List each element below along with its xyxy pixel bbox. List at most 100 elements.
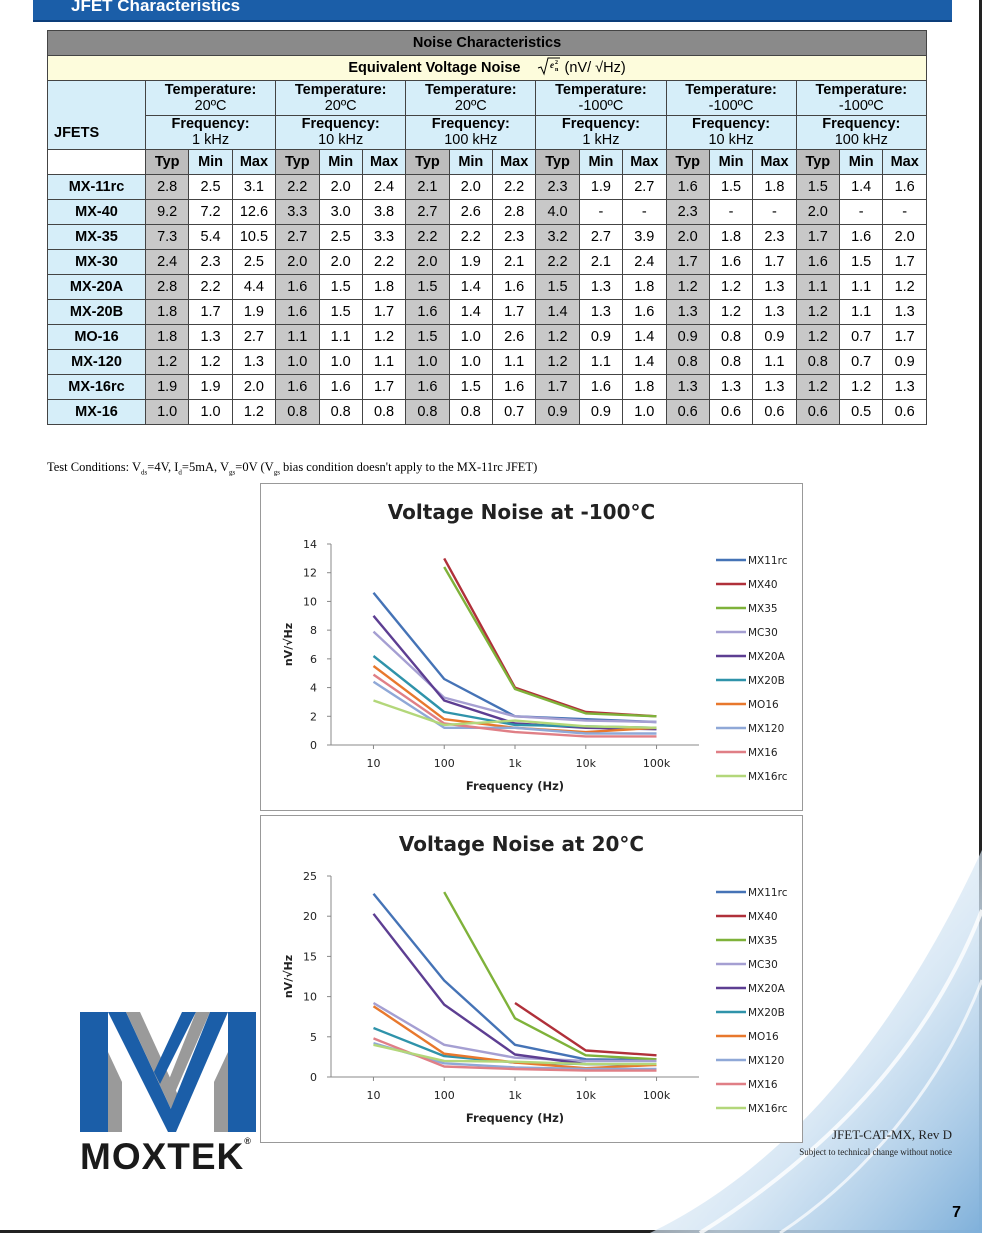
table-cell: 7.3 [144,224,190,250]
table-cell: - [622,199,667,225]
jfet-name: MX-35 [47,224,146,250]
table-cell: 1.7 [188,299,233,325]
x-tick-label: 100k [643,1089,671,1102]
table-cell: - [708,199,754,225]
table-cell: 1.2 [795,299,841,325]
chart-voltage-noise-20c: Voltage Noise at 20°C 0 5 10 15 20 25 10 100 1k 10… [260,815,803,1143]
table-cell: 1.3 [188,324,233,350]
table-cell: 2.0 [448,174,494,200]
table-cell: 1.5 [838,249,884,275]
table-cell: 1.6 [275,374,320,400]
table-cell: 0.8 [275,399,320,425]
table-cell: 1.1 [838,274,884,300]
jfet-name: MX-30 [47,249,146,275]
table-cell: 2.2 [491,174,537,200]
table-cell: 0.9 [578,399,624,425]
table-cell: 1.3 [665,299,710,325]
freq-label: Frequency: [431,116,510,133]
table-cell: 4.4 [231,274,277,300]
y-tick-label: 20 [303,910,317,923]
table-row: MX-35 7.3 5.4 10.5 2.7 2.5 3.3 2.2 2.2 2.3 3.2 2.7 3… [47,224,927,250]
table-cell: 0.7 [491,399,537,425]
x-axis-label: Frequency (Hz) [466,779,564,793]
jfet-name: MX-11rc [47,174,146,200]
series-line-mx11rc [372,892,657,1062]
table-cell: 9.2 [144,199,190,225]
table-cell: 1.9 [448,249,494,275]
freq-label: Frequency: [561,116,641,133]
test-cond-part: =0V (V [235,460,274,474]
table-cell: 1.1 [318,324,363,350]
legend-label: MX11rc [748,887,788,899]
freq-value: 1 kHz [192,132,230,149]
logo-text: MOXTEK [80,1136,245,1177]
table-cell: 1.6 [838,224,884,250]
table-cell: 1.2 [708,299,754,325]
table-cell: 1.2 [144,349,190,375]
table-cell: 2.1 [405,174,450,200]
series-line-mx16 [372,673,657,738]
table-cell: 1.8 [144,324,190,350]
table-cell: 1.2 [535,324,580,350]
table-cell: 1.6 [275,274,320,300]
legend-label: MX40 [748,579,778,591]
table-cell: 1.7 [491,299,537,325]
temp-label: Temperature: [294,81,387,98]
table-cell: 2.3 [188,249,233,275]
table-cell: 0.7 [838,349,884,375]
y-tick-label: 10 [303,595,317,608]
table-cell: - [838,199,884,225]
table-row: MX-120 1.2 1.2 1.3 1.0 1.0 1.1 1.0 1.0 1.1 1.2 1.1 1… [47,349,927,375]
table-cell: 1.0 [448,324,494,350]
table-cell: 1.5 [405,324,450,350]
condition-temp: Temperature: -100ºC [665,80,797,116]
table-cell: 1.1 [491,349,537,375]
table-cell: 2.3 [535,174,580,200]
temp-label: Temperature: [555,81,647,98]
table-cell: 5.4 [188,224,233,250]
table-cell: 3.9 [622,224,667,250]
chart-svg: Voltage Noise at -100°C 0 2 4 6 8 10 12 14 10 100 1… [282,500,788,793]
table-cell: 1.1 [578,349,624,375]
temp-label: Temperature: [815,81,908,98]
column-label: Typ [405,149,450,175]
jfet-name: MX-20A [47,274,146,300]
table-cell: 1.0 [188,399,233,425]
x-tick-label: 1k [508,757,522,770]
moxtek-logo-icon [80,1012,256,1132]
table-cell: 2.2 [275,174,320,200]
table-cell: 2.3 [752,224,797,250]
background-swoosh [650,850,982,1233]
y-tick-label: 10 [303,991,317,1004]
condition-temp: Temperature: -100ºC [795,80,928,116]
table-cell: 0.8 [665,349,710,375]
freq-label: Frequency: [301,116,380,133]
table-cell: 1.8 [144,299,190,325]
table-cell: 1.6 [405,299,450,325]
chart-title: Voltage Noise at 20°C [399,832,644,856]
table-cell: 1.2 [188,349,233,375]
table-cell: 1.7 [361,374,407,400]
y-tick-label: 12 [303,567,317,580]
condition-freq: Frequency: 10 kHz [275,114,407,150]
table-cell: 1.9 [578,174,624,200]
table-cell: 1.6 [275,299,320,325]
jfet-name: MX-40 [47,199,146,225]
table-row: MX-16rc 1.9 1.9 2.0 1.6 1.6 1.7 1.6 1.5 1.6 1.7 1.6… [47,374,927,400]
series-line-mx40 [443,557,657,718]
table-row: MX-20A 2.8 2.2 4.4 1.6 1.5 1.8 1.5 1.4 1.6 1.5 1.3 1… [47,274,927,300]
table-cell: 2.6 [491,324,537,350]
table-cell: 1.4 [535,299,580,325]
table-cell: 4.0 [535,199,580,225]
jfet-name: MX-20B [47,299,146,325]
table-cell: 1.1 [361,349,407,375]
table-cell: 0.9 [665,324,710,350]
table-cell: 1.4 [622,349,667,375]
y-tick-label: 4 [310,682,317,695]
table-cell: 2.0 [795,199,841,225]
column-label: Max [752,149,797,175]
legend-label: MX16rc [748,771,788,783]
table-cell: 1.0 [144,399,190,425]
column-label: Min [708,149,754,175]
